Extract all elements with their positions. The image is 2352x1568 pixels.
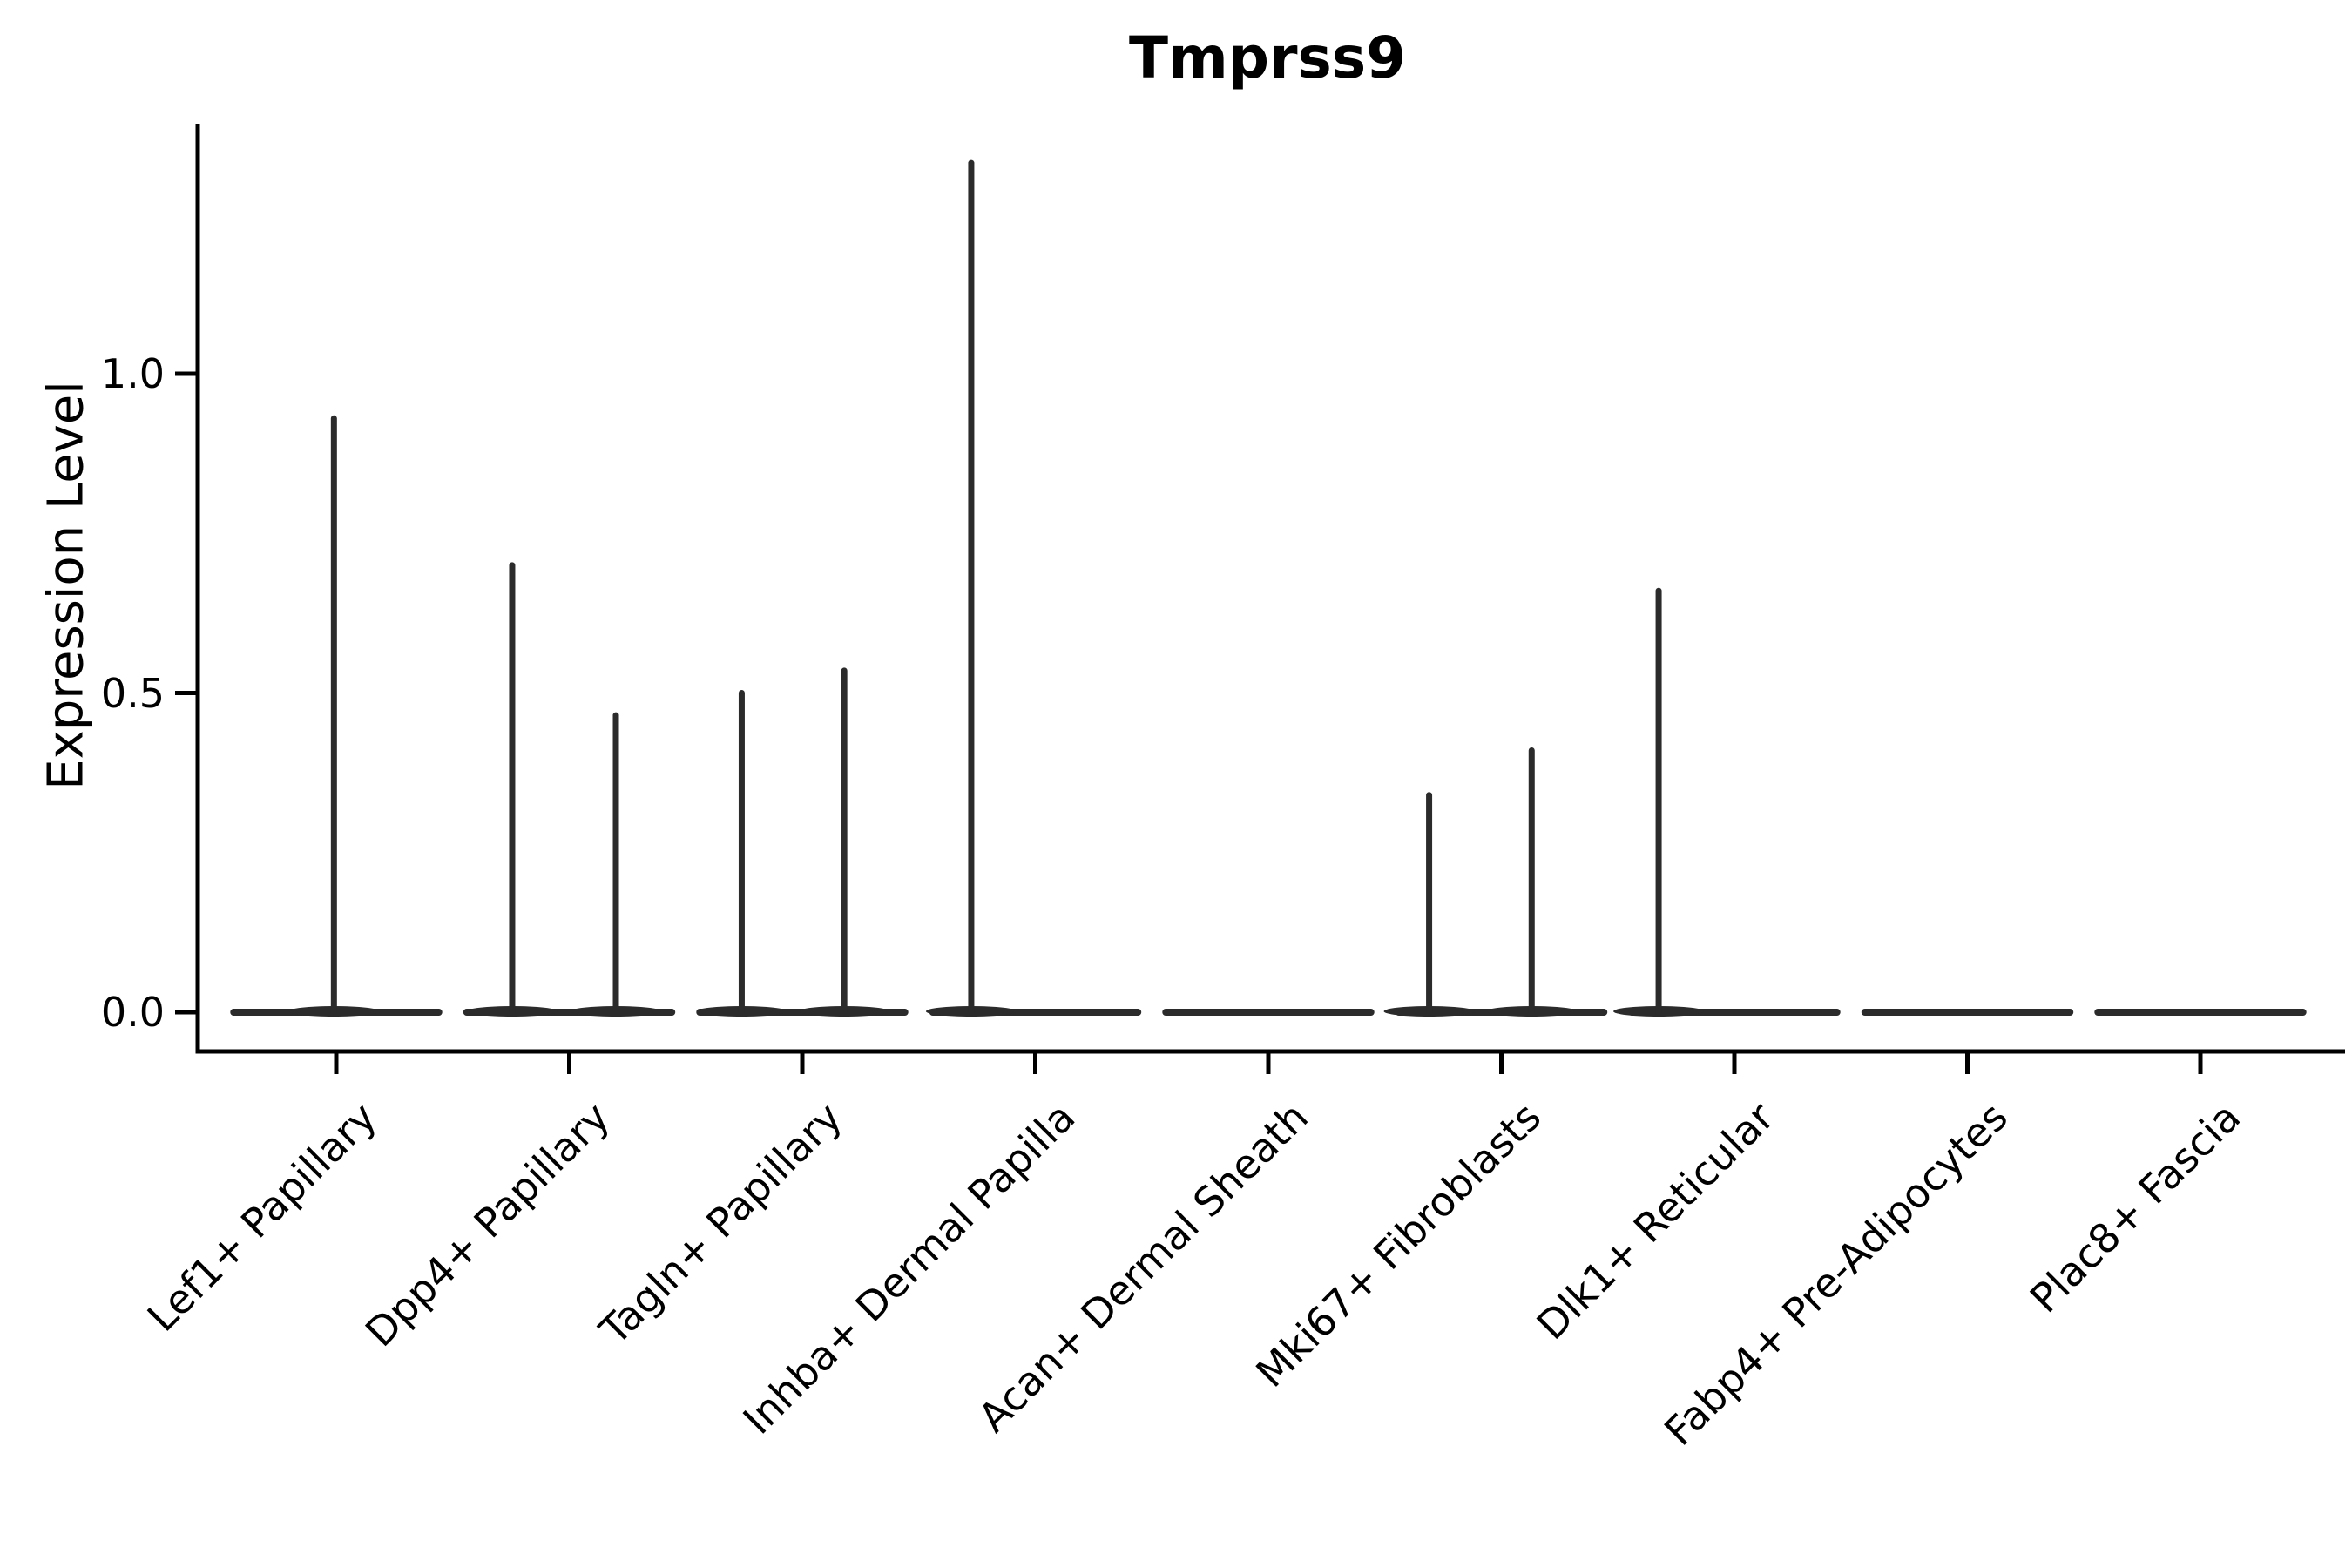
y-tick-label: 1.0 xyxy=(100,350,165,397)
violin-base xyxy=(1861,1009,2074,1016)
violin-base xyxy=(2094,1009,2307,1016)
chart-title: Tmprss9 xyxy=(1128,24,1407,91)
y-axis-label: Expression Level xyxy=(37,381,95,790)
violin-base xyxy=(1162,1009,1375,1016)
y-tick-label: 0.0 xyxy=(100,989,165,1036)
y-tick-label: 0.5 xyxy=(100,669,165,717)
